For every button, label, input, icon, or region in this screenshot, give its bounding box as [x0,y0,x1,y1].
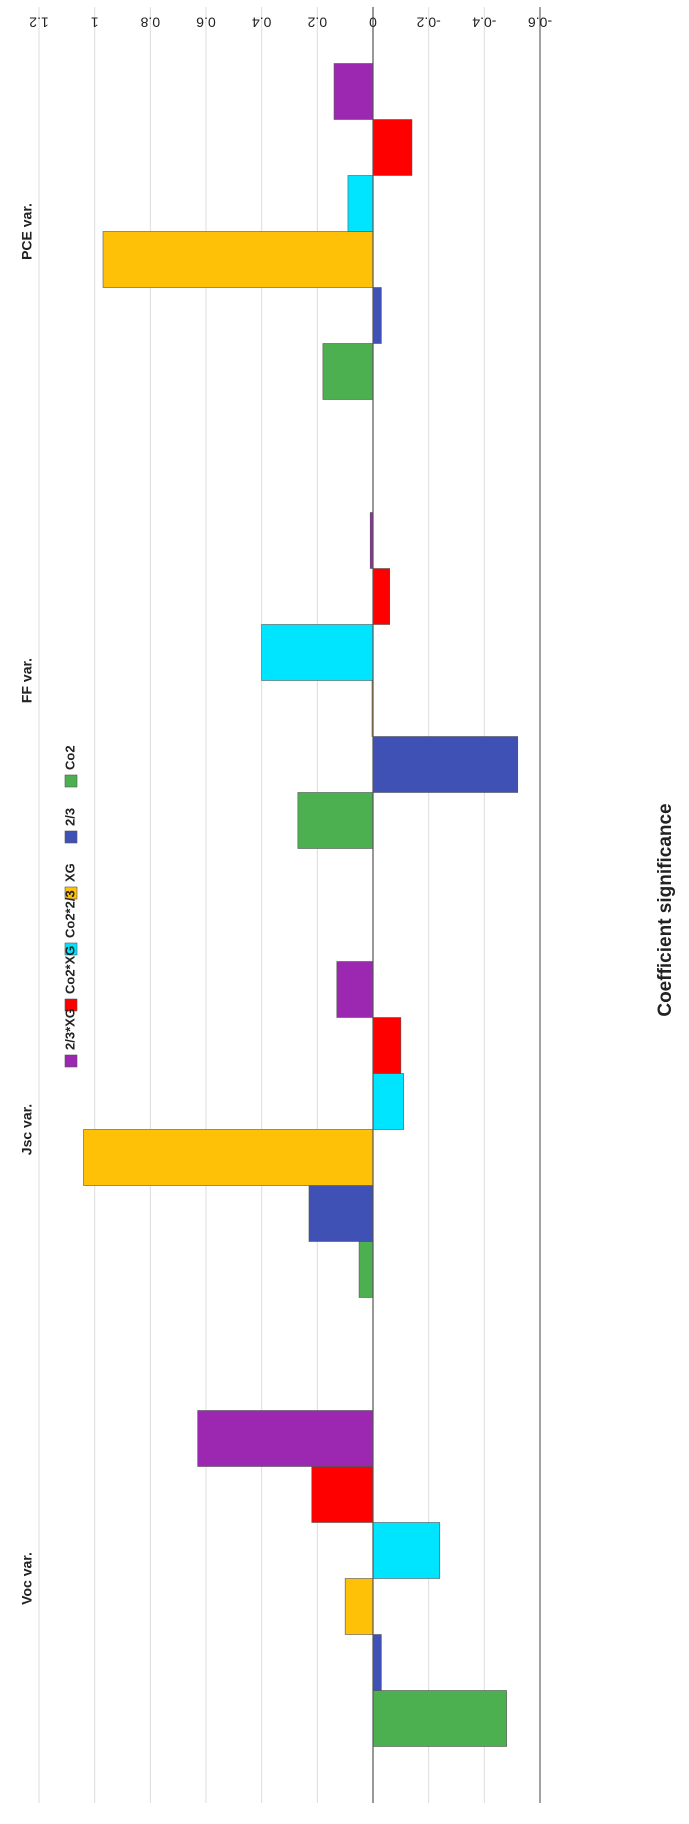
bar [83,1129,374,1186]
category-label: Jsc var. [19,1104,35,1155]
bar [336,961,374,1018]
legend-label: Co2 [62,745,77,770]
legend-label: 2/3*XG [62,1008,77,1050]
bar [372,568,391,625]
category-label: Voc var. [19,1552,35,1605]
bar [372,119,413,176]
legend-swatch [64,1054,78,1068]
tick-label: -0.4 [472,14,496,30]
tick-label: 1.2 [29,14,49,30]
bar [372,1522,441,1579]
tick-label: 0.2 [307,14,327,30]
bar [322,343,374,400]
tick-label: 0.4 [252,14,272,30]
tick-label: 0 [369,14,377,30]
category-label: PCE var. [19,203,35,260]
axes [372,7,541,1803]
legend-swatch [64,774,78,788]
labels: 1.2 1 0.8 0.6 0.4 0.2 0 -0.2 -0.4 -0.6 Voc var. Jsc… [19,14,676,1605]
legend-item: Co2*2/3 [62,890,78,956]
legend-swatch [64,830,78,844]
bar [372,1634,382,1691]
tick-label: -0.2 [416,14,440,30]
bars [83,63,519,1747]
legend-item: 2/3 [62,808,78,844]
legend-label: XG [62,863,77,882]
legend-item: Co2*XG [62,946,78,1012]
bar [372,1017,402,1074]
bar [333,63,374,120]
bar [297,792,374,849]
tick-label: 0.8 [140,14,160,30]
bar [311,1466,374,1523]
bar [344,1578,374,1635]
legend-label: 2/3 [62,808,77,826]
legend-swatch [64,942,78,956]
legend: Co2 2/3 XG Co2*2/3 Co2*XG 2/3*XG [62,745,78,1068]
bar [261,624,374,681]
bar [347,175,374,232]
tick-label: 1 [91,14,99,30]
tick-label: -0.6 [528,14,552,30]
legend-label: Co2*XG [62,946,77,994]
bar [102,231,374,288]
bar [308,1185,374,1242]
bar [358,1241,374,1298]
legend-item: 2/3*XG [62,1008,78,1068]
bar [372,1073,404,1130]
legend-item: Co2 [62,745,78,788]
bar [197,1410,374,1467]
bar [372,287,382,344]
legend-swatch [64,886,78,900]
bar [372,1690,507,1747]
value-axis-title: Coefficient significance [655,803,676,1016]
bar [372,736,519,793]
tick-label: 0.6 [196,14,216,30]
legend-item: XG [62,863,78,900]
category-label: FF var. [19,658,35,703]
legend-swatch [64,998,78,1012]
legend-label: Co2*2/3 [62,890,77,938]
